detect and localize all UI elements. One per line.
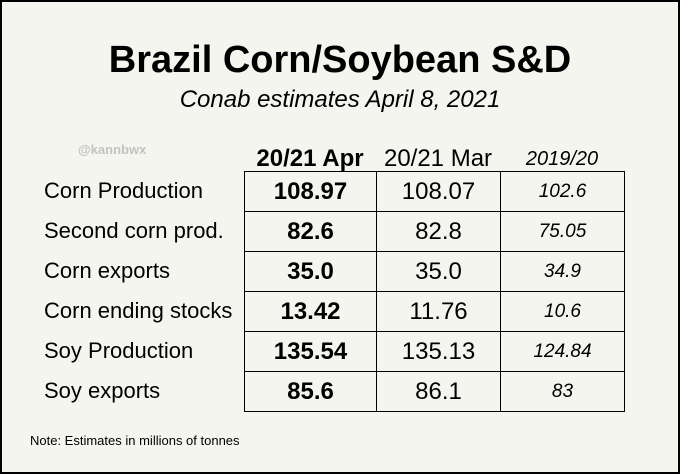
watermark: @kannbwx	[78, 142, 147, 157]
row-label-corn-ending-stocks: Corn ending stocks	[44, 298, 233, 323]
table-cell: 85.6	[244, 371, 377, 412]
table-row: 13.42 11.76 10.6	[244, 291, 625, 332]
column-header-20-21-apr: 20/21 Apr	[256, 145, 364, 172]
table-row: 35.0 35.0 34.9	[244, 251, 625, 292]
table-cell: 34.9	[500, 251, 625, 292]
data-table: 108.97 108.07 102.6 82.6 82.8 75.05 35.0…	[244, 171, 625, 412]
table-cell: 86.1	[376, 371, 501, 412]
row-label-second-corn-prod: Second corn prod.	[44, 218, 224, 243]
table-cell: 135.13	[376, 331, 501, 372]
table-cell: 102.6	[500, 171, 625, 212]
chart-title: Brazil Corn/Soybean S&D	[108, 39, 572, 81]
row-label-soy-production: Soy Production	[44, 338, 194, 363]
table-row: 82.6 82.8 75.05	[244, 211, 625, 252]
table-cell: 108.97	[244, 171, 377, 212]
table-row: 108.97 108.07 102.6	[244, 171, 625, 212]
table-cell: 82.6	[244, 211, 377, 252]
column-header-2019-20: 2019/20	[525, 148, 599, 170]
row-label-corn-production: Corn Production	[44, 178, 203, 203]
table-cell: 83	[500, 371, 625, 412]
table-cell: 75.05	[500, 211, 625, 252]
table-cell: 13.42	[244, 291, 377, 332]
table-cell: 10.6	[500, 291, 625, 332]
table-row: 135.54 135.13 124.84	[244, 331, 625, 372]
footnote: Note: Estimates in millions of tonnes	[30, 433, 240, 448]
table-cell: 82.8	[376, 211, 501, 252]
table-cell: 35.0	[244, 251, 377, 292]
row-label-corn-exports: Corn exports	[44, 258, 170, 283]
chart-subtitle: Conab estimates April 8, 2021	[179, 86, 501, 113]
table-row: 85.6 86.1 83	[244, 371, 625, 412]
table-cell: 135.54	[244, 331, 377, 372]
table-cell: 124.84	[500, 331, 625, 372]
table-cell: 11.76	[376, 291, 501, 332]
column-header-20-21-mar: 20/21 Mar	[383, 145, 493, 172]
table-cell: 35.0	[376, 251, 501, 292]
table-cell: 108.07	[376, 171, 501, 212]
row-label-soy-exports: Soy exports	[44, 378, 161, 403]
